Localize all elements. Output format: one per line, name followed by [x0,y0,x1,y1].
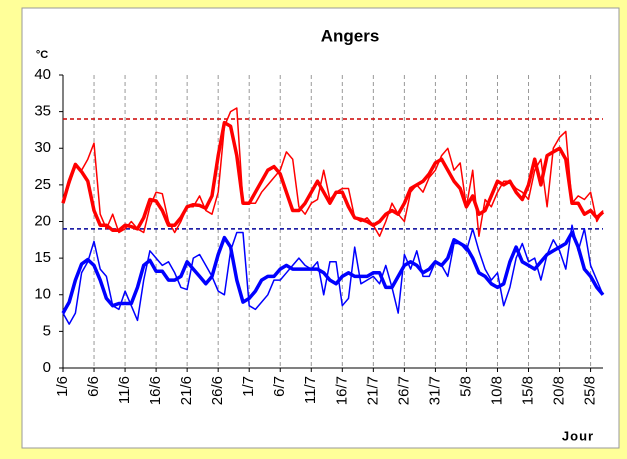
x-tick-label: 20/8 [551,376,568,405]
y-tick-label: 5 [43,322,51,339]
x-tick-label: 16/7 [333,376,350,405]
x-tick-label: 11/6 [116,376,133,404]
x-tick-label: 6/7 [271,376,288,397]
x-tick-label: 1/6 [54,376,71,397]
series-line [61,120,605,233]
x-tick-label: 26/6 [209,376,226,405]
chart-title: Angers [321,26,380,45]
x-tick-label: 26/7 [395,376,412,405]
y-unit: °C [36,49,48,61]
y-tick-label: 30 [34,139,51,156]
x-tick-label: 21/7 [364,376,381,405]
x-tick-label: 15/8 [519,376,536,405]
x-tick-label: 5/8 [457,376,474,397]
x-tick-label: 31/7 [426,376,443,405]
series-line [62,224,604,325]
x-tick-label: 11/7 [302,376,319,404]
series-line [61,230,605,314]
y-tick-label: 20 [34,212,51,229]
y-tick-label: 35 [34,103,51,120]
x-tick-label: 6/6 [85,376,102,397]
y-tick-label: 0 [43,359,51,376]
x-axis-label: Jour [562,428,594,443]
x-tick-label: 10/8 [488,376,505,405]
y-tick-label: 40 [34,66,51,83]
x-tick-label: 16/6 [147,376,164,405]
x-tick-label: 25/8 [582,376,599,405]
x-tick-label: 1/7 [240,376,257,397]
x-tick-label: 21/6 [178,376,195,405]
y-tick-label: 15 [34,249,51,266]
y-tick-label: 10 [34,286,51,303]
y-tick-label: 25 [34,176,51,193]
